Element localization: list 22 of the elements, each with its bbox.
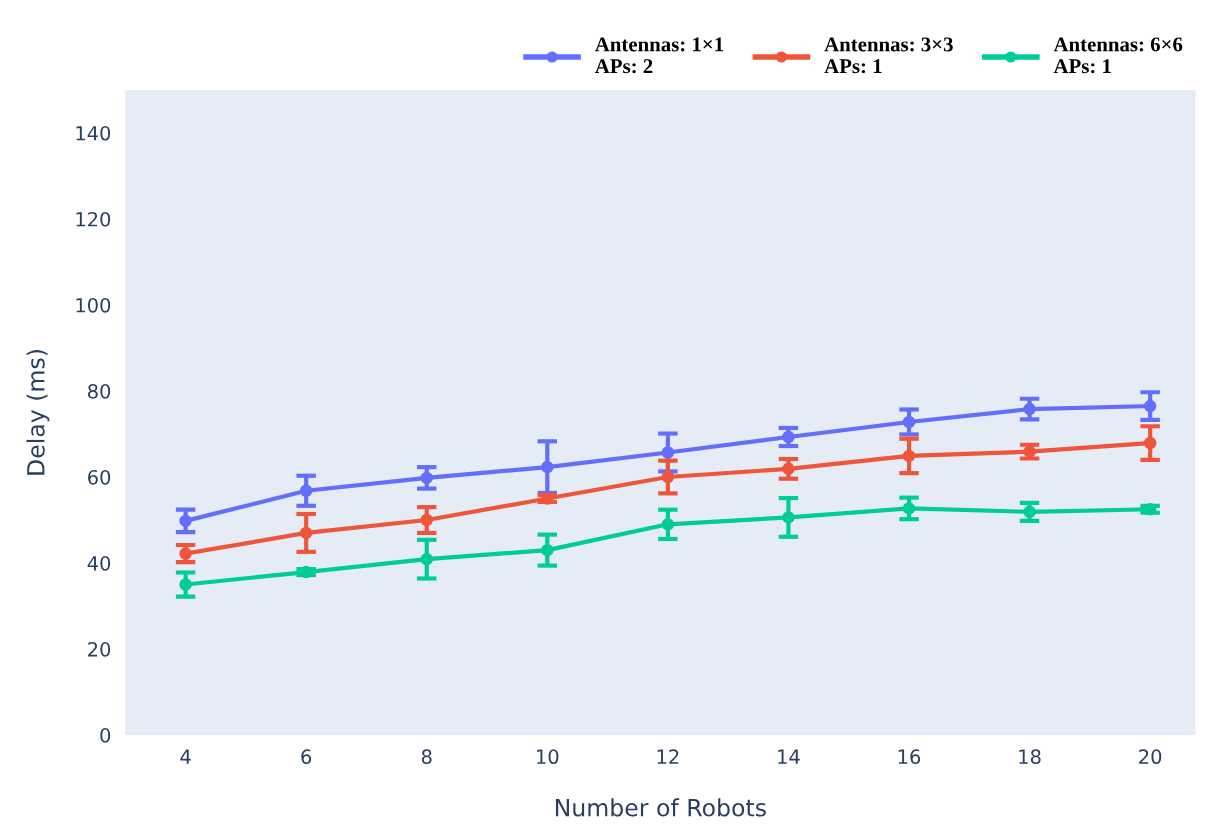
x-axis-title: Number of Robots <box>555 798 766 817</box>
legend-label: Antennas: 1×1 APs: 2 <box>594 37 724 74</box>
x-tick-label: 12 <box>657 749 679 764</box>
y-tick-label: 100 <box>76 297 111 313</box>
y-tick-label: 20 <box>88 642 111 657</box>
legend-label: Antennas: 3×3 APs: 1 <box>824 37 953 74</box>
x-tick-label: 14 <box>778 749 800 764</box>
x-tick-label: 16 <box>898 749 921 765</box>
x-tick-label: 20 <box>1139 749 1162 765</box>
y-tick-label: 60 <box>88 469 111 485</box>
x-tick-label: 8 <box>421 749 432 765</box>
y-tick-label: 0 <box>100 728 111 743</box>
y-tick-label: 40 <box>87 555 111 571</box>
x-tick-label: 18 <box>1019 749 1041 765</box>
x-tick-label: 10 <box>537 749 559 765</box>
y-tick-label: 120 <box>76 211 111 227</box>
legend-label: Antennas: 6×6 APs: 1 <box>1053 37 1183 74</box>
y-tick-label: 80 <box>88 383 111 399</box>
x-tick-label: 6 <box>301 749 312 765</box>
y-axis-title: Delay (ms) <box>26 350 50 475</box>
x-tick-label: 4 <box>180 749 191 764</box>
y-tick-label: 140 <box>76 125 111 141</box>
